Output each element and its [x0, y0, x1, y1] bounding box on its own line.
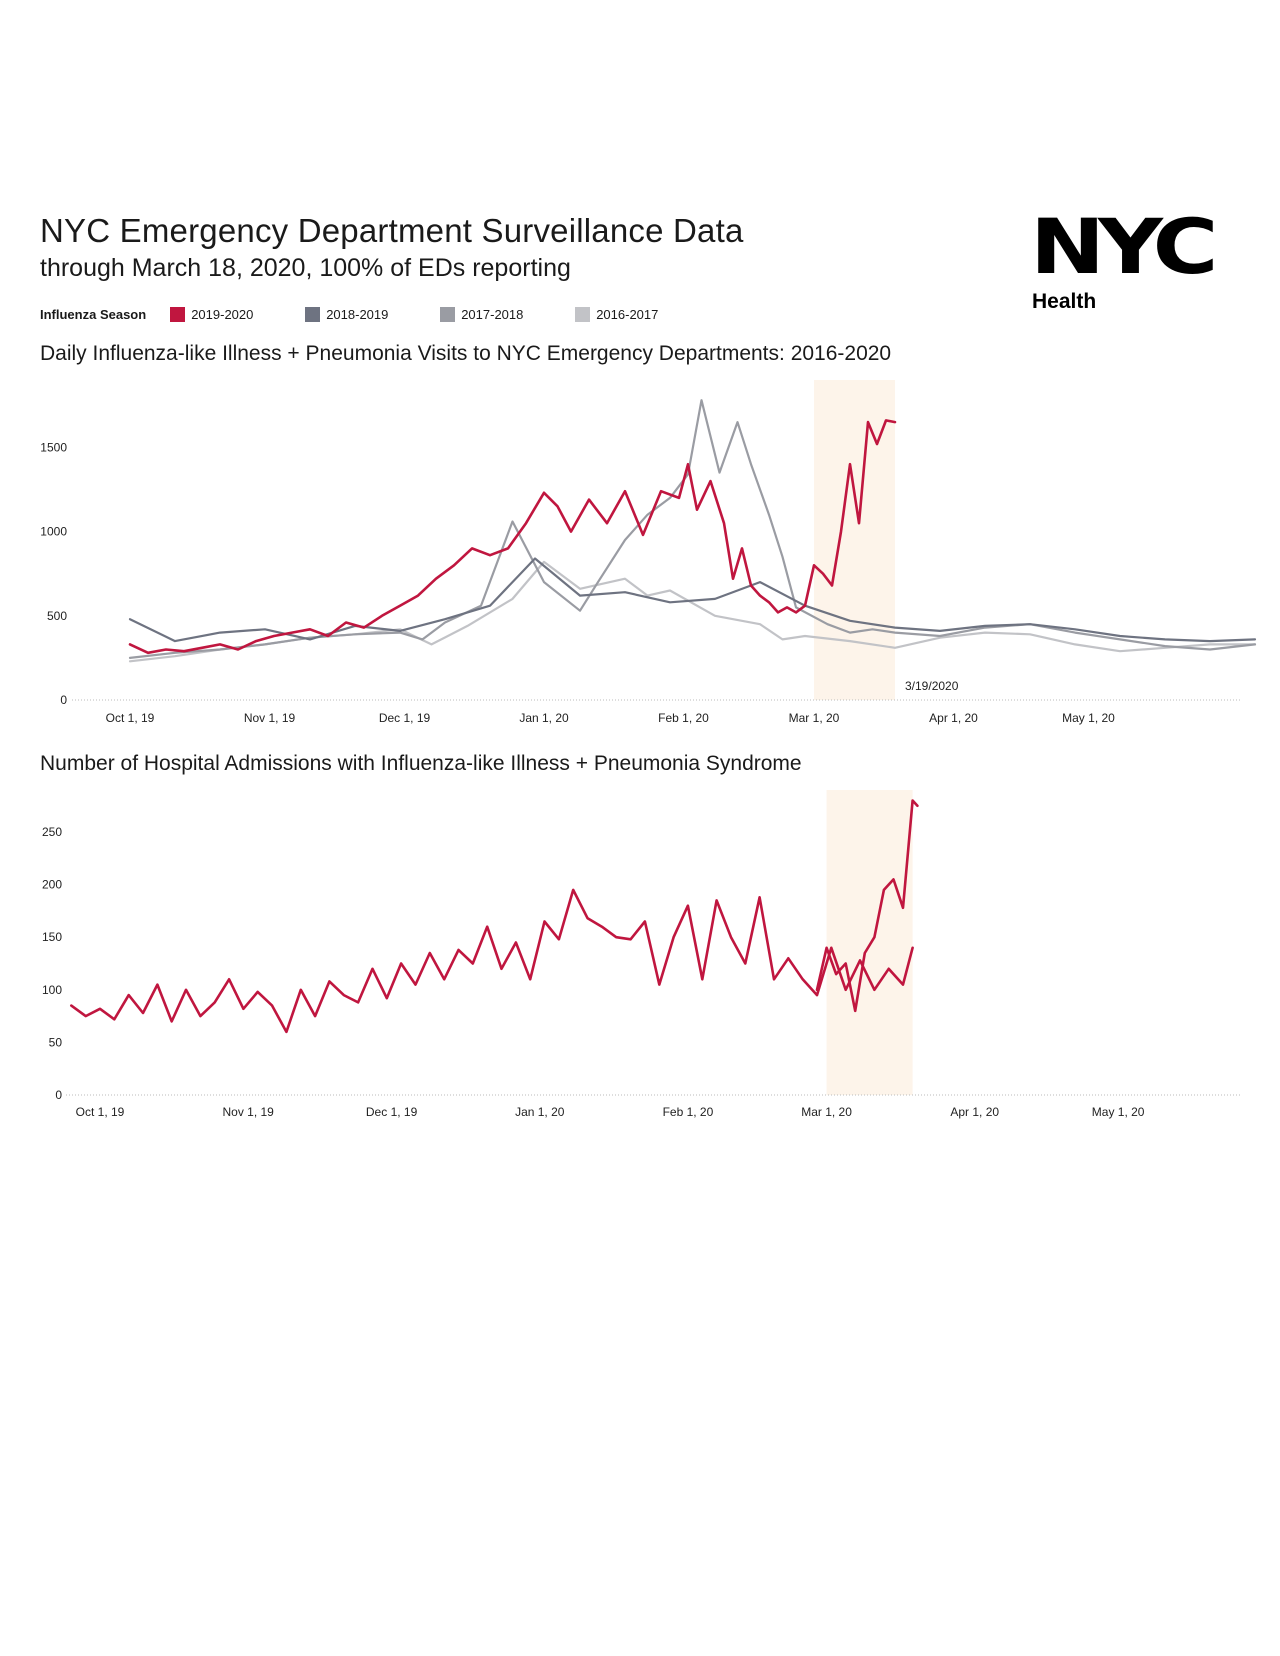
x-tick-label: Oct 1, 19 [76, 1105, 125, 1119]
nyc-health-logo: NYC Health [1030, 202, 1240, 318]
x-tick-label: Feb 1, 20 [658, 711, 709, 725]
y-tick-label: 0 [60, 693, 67, 707]
x-tick-label: Dec 1, 19 [379, 711, 431, 725]
series-line-2016-2017 [128, 560, 1257, 663]
x-tick-label: Dec 1, 19 [366, 1105, 418, 1119]
y-tick-label: 150 [42, 930, 62, 944]
x-tick-label: Oct 1, 19 [106, 711, 155, 725]
series-line-2019-2020-tail [815, 799, 919, 1013]
legend-item-label: 2019-2020 [191, 306, 254, 322]
legend-item-2019-2020: 2019-2020 [170, 306, 305, 322]
legend-label: Influenza Season [40, 306, 147, 322]
y-tick-label: 500 [47, 609, 67, 623]
x-tick-label: Feb 1, 20 [663, 1105, 714, 1119]
y-tick-label: 1000 [40, 525, 67, 539]
y-tick-label: 250 [42, 825, 62, 839]
x-tick-label: May 1, 20 [1062, 711, 1115, 725]
legend-item-2018-2019: 2018-2019 [305, 306, 440, 322]
x-tick-label: Nov 1, 19 [222, 1105, 274, 1119]
x-tick-label: Mar 1, 20 [801, 1105, 852, 1119]
logo-wordmark: NYC [1030, 202, 1218, 291]
series-line-2019-2020 [70, 888, 914, 1034]
chart-1-title: Daily Influenza-like Illness + Pneumonia… [40, 342, 892, 365]
y-tick-label: 0 [55, 1088, 62, 1102]
x-tick-label: Nov 1, 19 [244, 711, 296, 725]
x-tick-label: Jan 1, 20 [515, 1105, 565, 1119]
page-title: NYC Emergency Department Surveillance Da… [40, 212, 744, 249]
legend-swatch [305, 306, 321, 322]
series-line-2018-2019 [128, 557, 1257, 643]
chart-2-title: Number of Hospital Admissions with Influ… [40, 752, 802, 775]
admissions-chart: 0 50 100 150 200 250 Oct 1, 19 Nov 1, 19 Dec 1, … [42, 790, 1240, 1119]
legend-item-2017-2018: 2017-2018 [440, 306, 575, 322]
series-line-2019-2020 [128, 419, 897, 655]
x-tick-label: Mar 1, 20 [789, 711, 840, 725]
legend-item-label: 2018-2019 [326, 306, 389, 322]
legend-swatch [575, 306, 591, 322]
y-tick-label: 50 [49, 1035, 63, 1049]
x-tick-label: Jan 1, 20 [519, 711, 569, 725]
x-tick-label: Apr 1, 20 [929, 711, 978, 725]
y-tick-label: 100 [42, 983, 62, 997]
y-tick-label: 200 [42, 878, 62, 892]
series-line-2017-2018 [128, 399, 1257, 659]
legend-item-label: 2017-2018 [461, 306, 524, 322]
page-subtitle: through March 18, 2020, 100% of EDs repo… [40, 254, 571, 282]
legend: Influenza Season 2019-2020 2018-2019 201… [40, 304, 710, 324]
legend-swatch [440, 306, 456, 322]
highlight-band [826, 790, 913, 1095]
x-tick-label: May 1, 20 [1092, 1105, 1145, 1119]
y-tick-label: 1500 [40, 440, 67, 454]
legend-item-label: 2016-2017 [596, 306, 659, 322]
legend-swatch [170, 306, 186, 322]
logo-subtitle: Health [1032, 290, 1097, 313]
date-annotation: 3/19/2020 [905, 679, 959, 693]
x-tick-label: Apr 1, 20 [950, 1105, 999, 1119]
legend-item-2016-2017: 2016-2017 [575, 306, 710, 322]
ed-visits-chart: 0 500 1000 1500 Oct 1, 19 Nov 1, 19 Dec 1, 19 J… [40, 380, 1257, 725]
